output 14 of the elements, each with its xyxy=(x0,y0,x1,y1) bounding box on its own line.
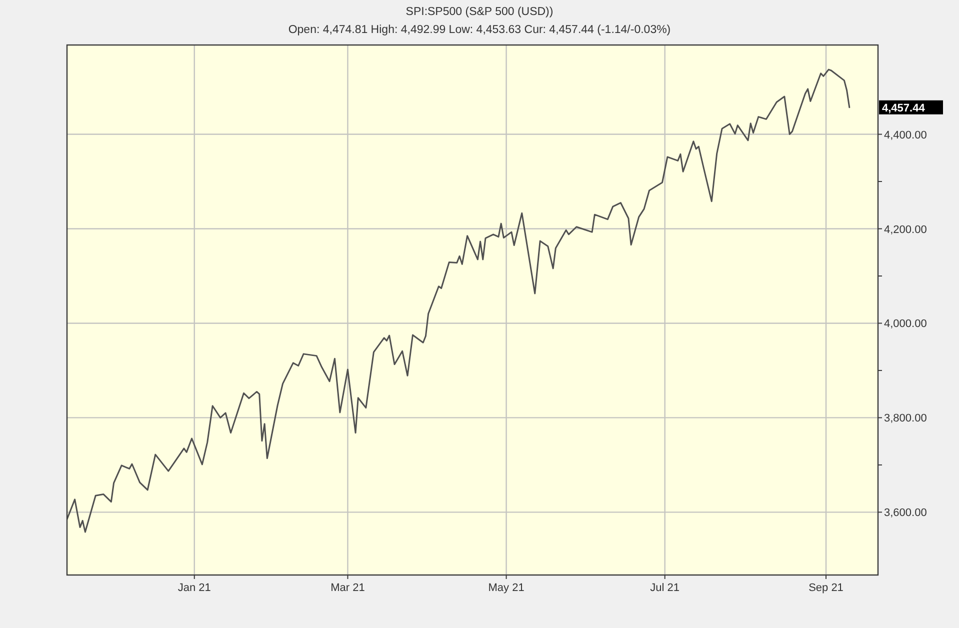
chart-subtitle: Open: 4,474.81 High: 4,492.99 Low: 4,453.63 Cur: 4,457.44 (-1.14/-0.03%) xyxy=(288,24,671,36)
y-tick-label: 4,400.00 xyxy=(884,129,927,142)
y-tick-label: 3,800.00 xyxy=(884,412,927,425)
y-tick-label: 4,000.00 xyxy=(884,318,927,330)
y-tick-label: 3,600.00 xyxy=(884,507,927,520)
x-tick-label: Mar 21 xyxy=(330,582,365,594)
y-tick-label: 4,200.00 xyxy=(884,224,927,236)
chart-title: SPI:SP500 (S&P 500 (USD)) xyxy=(406,6,554,18)
text: 4,457.44 xyxy=(882,102,926,114)
x-tick-label: Jul 21 xyxy=(650,582,680,594)
x-tick-label: Sep 21 xyxy=(808,582,844,594)
x-tick-label: Jan 21 xyxy=(178,582,211,594)
x-tick-label: May 21 xyxy=(488,582,524,594)
line-series xyxy=(67,68,850,533)
